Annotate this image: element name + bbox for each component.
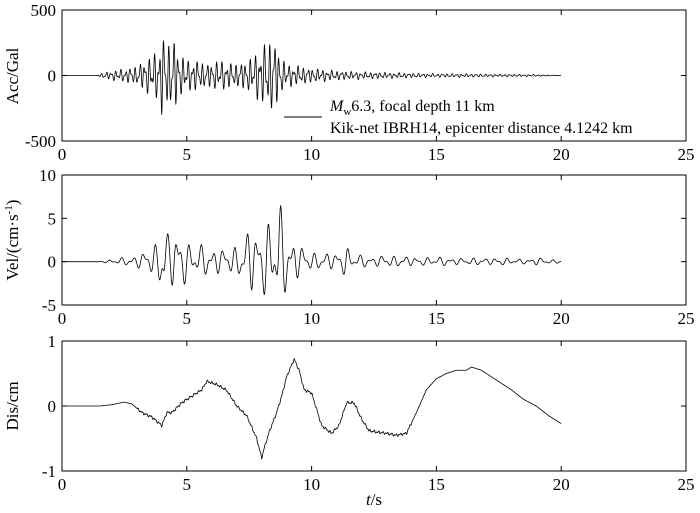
annotation-line-2: Kik-net IBRH14, epicenter distance 4.124… xyxy=(330,120,633,137)
x-axis-unit: /s xyxy=(371,490,382,509)
acc-x-tick-label: 0 xyxy=(58,145,67,164)
annotation-line-1: Mw6.3, focal depth 11 km xyxy=(329,98,495,118)
acc-x-tick-label: 20 xyxy=(553,145,570,164)
annotation-magnitude-depth: 6.3, focal depth 11 km xyxy=(351,98,495,115)
acc-x-tick-label: 10 xyxy=(303,145,320,164)
vel-x-tick-label: 5 xyxy=(183,309,192,328)
annotation-mw-symbol: M xyxy=(329,98,345,115)
vel-trace xyxy=(62,205,562,295)
vel-x-tick-label: 10 xyxy=(303,309,320,328)
dis-tick-labels: 0 5 10 15 20 25-101 xyxy=(42,332,695,494)
vel-y-tick-label: -5 xyxy=(42,296,56,315)
dis-y-tick-label: 0 xyxy=(48,397,57,416)
vel-y-tick-label: 10 xyxy=(39,166,56,185)
vel-y-axis-label: Vel/(cm·s-1) xyxy=(3,200,22,281)
acc-ticks xyxy=(61,9,687,142)
dis-x-tick-label: 25 xyxy=(678,475,695,494)
dis-ticks xyxy=(61,340,687,472)
acc-x-tick-label: 25 xyxy=(678,145,695,164)
acc-y-tick-label: -500 xyxy=(25,132,56,151)
acc-x-tick-label: 5 xyxy=(183,145,192,164)
displacement-panel: 0 5 10 15 20 25-101 Dis/cm t/s xyxy=(3,332,695,509)
vel-x-tick-label: 0 xyxy=(58,309,67,328)
acc-y-axis-label: Acc/Gal xyxy=(3,47,22,104)
acc-y-tick-label: 0 xyxy=(48,67,57,86)
vel-x-tick-label: 15 xyxy=(428,309,445,328)
dis-plot-frame xyxy=(61,340,687,472)
x-axis-label: t/s xyxy=(366,490,382,509)
vel-x-tick-label: 20 xyxy=(553,309,570,328)
vel-x-tick-label: 25 xyxy=(678,309,695,328)
dis-x-tick-label: 20 xyxy=(553,475,570,494)
vel-y-tick-label: 0 xyxy=(48,253,57,272)
annotation-mw-subscript: w xyxy=(343,106,351,118)
vel-y-tick-label: 5 xyxy=(48,209,57,228)
vel-ticks xyxy=(61,174,687,306)
acc-trace xyxy=(61,40,562,115)
dis-x-tick-label: 15 xyxy=(428,475,445,494)
acc-x-tick-label: 15 xyxy=(428,145,445,164)
dis-y-tick-label: -1 xyxy=(42,462,56,481)
vel-label-close: ) xyxy=(3,200,22,206)
acc-y-tick-label: 500 xyxy=(31,1,57,20)
x-axis-variable: t xyxy=(366,490,372,509)
dis-x-tick-label: 0 xyxy=(58,475,67,494)
dis-y-axis-label: Dis/cm xyxy=(3,381,22,430)
dis-x-tick-label: 10 xyxy=(303,475,320,494)
dis-y-tick-label: 1 xyxy=(48,332,57,351)
vel-label-superscript: -1 xyxy=(3,205,15,214)
dis-trace xyxy=(62,358,562,460)
vel-label-main: Vel/(cm·s xyxy=(3,214,22,280)
vel-plot-frame xyxy=(61,174,687,306)
dis-x-tick-label: 5 xyxy=(183,475,192,494)
